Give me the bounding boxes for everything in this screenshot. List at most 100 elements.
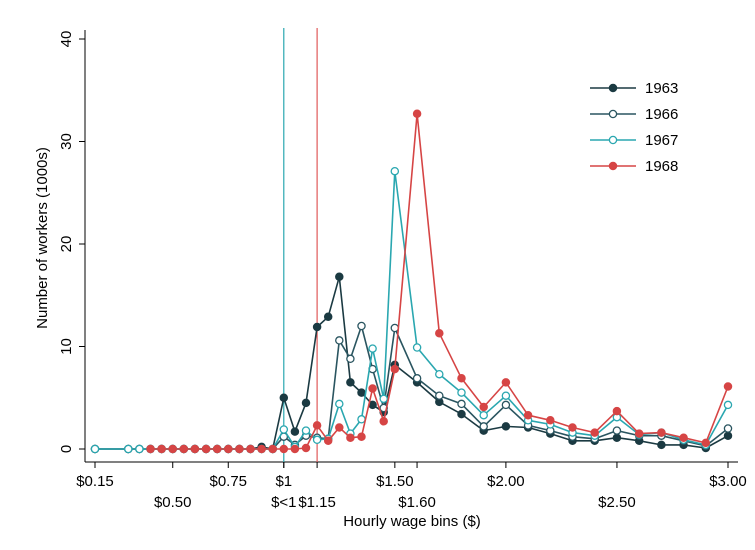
data-point-1968 (657, 428, 666, 437)
data-point-1968 (357, 432, 366, 441)
data-point-1968 (235, 444, 244, 454)
x-tick-label: $3.00 (709, 473, 747, 490)
data-point-1963 (279, 393, 289, 403)
series-line-1967 (95, 170, 729, 450)
data-point-1966 (479, 422, 488, 431)
legend-label: 1966 (645, 106, 678, 123)
data-point-1968 (224, 444, 233, 454)
x-tick-label-secondary: $1.60 (398, 494, 436, 511)
data-point-1963 (357, 388, 366, 397)
legend-marker (608, 109, 618, 119)
data-point-1967 (368, 344, 377, 353)
data-point-1968 (546, 416, 555, 425)
data-point-1968 (723, 382, 733, 391)
legend-label: 1963 (645, 80, 678, 97)
y-tick-label: 0 (58, 445, 75, 453)
data-point-1963 (312, 322, 322, 332)
legend-item-1968: 1968 (590, 158, 678, 175)
minimum-wage-lines (283, 28, 318, 462)
x-tick-label: $2.00 (487, 473, 525, 490)
data-point-1968 (701, 438, 711, 448)
legend: 1963 1966 1967 1968 (590, 80, 678, 175)
data-point-1963 (612, 433, 622, 442)
data-point-1968 (279, 444, 289, 454)
data-point-1968 (323, 436, 333, 446)
data-point-1968 (590, 428, 599, 437)
x-tick-label-secondary: $<1 (271, 494, 296, 511)
x-axis: $0.15 $0.75 $1 $1.50 $2.00 $3.00 $0.50 $<1 $1.15… (76, 462, 747, 511)
data-point-1968 (290, 444, 300, 454)
data-point-1963 (290, 427, 300, 436)
series-1968 (146, 109, 733, 454)
data-point-1967 (90, 444, 100, 454)
data-point-1967 (135, 444, 144, 454)
data-point-1967 (457, 388, 466, 397)
data-point-1966 (723, 424, 733, 433)
data-point-1963 (657, 440, 666, 450)
x-tick-label-secondary: $1.15 (298, 494, 336, 511)
data-point-1966 (435, 391, 444, 400)
data-point-1968 (312, 421, 322, 430)
data-point-1963 (501, 422, 511, 431)
data-point-1968 (479, 402, 488, 412)
data-point-1963 (457, 409, 466, 419)
data-point-1963 (323, 312, 333, 322)
data-point-1968 (390, 364, 400, 374)
y-tick-label: 30 (58, 133, 75, 150)
data-point-1968 (212, 444, 222, 454)
data-point-1966 (612, 426, 622, 435)
data-point-1968 (412, 109, 422, 119)
data-point-1967 (301, 426, 311, 435)
legend-marker (608, 135, 618, 145)
data-point-1968 (457, 374, 466, 383)
x-axis-title: Hourly wage bins ($) (343, 513, 481, 530)
legend-label: 1967 (645, 132, 678, 149)
legend-marker (608, 83, 618, 93)
data-point-1968 (268, 444, 277, 454)
legend-item-1967: 1967 (590, 132, 678, 149)
x-tick-label-secondary: $0.50 (154, 494, 192, 511)
series-1967 (90, 166, 733, 454)
legend-item-1966: 1966 (590, 106, 678, 123)
data-point-1968 (435, 328, 444, 338)
data-point-1968 (301, 443, 311, 453)
data-point-1967 (279, 425, 289, 434)
data-point-1968 (335, 423, 344, 432)
data-point-1968 (157, 444, 166, 454)
data-point-1967 (723, 400, 733, 410)
y-tick-label: 10 (58, 338, 75, 355)
data-point-1966 (357, 321, 366, 331)
y-tick-label: 20 (58, 236, 75, 253)
x-tick-label: $0.75 (209, 473, 247, 490)
data-point-1966 (390, 323, 400, 333)
data-point-1968 (634, 429, 644, 438)
data-point-1968 (168, 444, 177, 454)
data-point-1966 (412, 374, 422, 383)
y-axis-title: Number of workers (1000s) (34, 147, 51, 329)
data-point-1968 (201, 444, 211, 454)
data-point-1966 (501, 400, 511, 410)
data-point-1968 (379, 417, 388, 426)
data-point-1968 (246, 444, 255, 454)
y-axis: 0 10 20 30 40 (58, 31, 85, 453)
x-tick-label: $1.50 (376, 473, 414, 490)
data-point-1963 (301, 398, 311, 408)
data-point-1968 (179, 444, 189, 454)
data-point-1967 (335, 399, 344, 409)
data-point-1967 (379, 394, 388, 404)
data-point-1966 (335, 336, 344, 345)
series-layer (90, 109, 733, 454)
data-point-1968 (679, 433, 688, 442)
data-point-1966 (457, 399, 466, 409)
data-point-1968 (501, 378, 511, 387)
data-point-1963 (346, 378, 355, 387)
data-point-1968 (612, 406, 622, 416)
data-point-1968 (257, 444, 266, 454)
data-point-1967 (124, 444, 133, 454)
data-point-1968 (523, 410, 533, 420)
data-point-1963 (723, 431, 733, 440)
legend-marker (608, 161, 618, 171)
data-point-1968 (346, 433, 355, 442)
data-point-1967 (435, 369, 444, 379)
